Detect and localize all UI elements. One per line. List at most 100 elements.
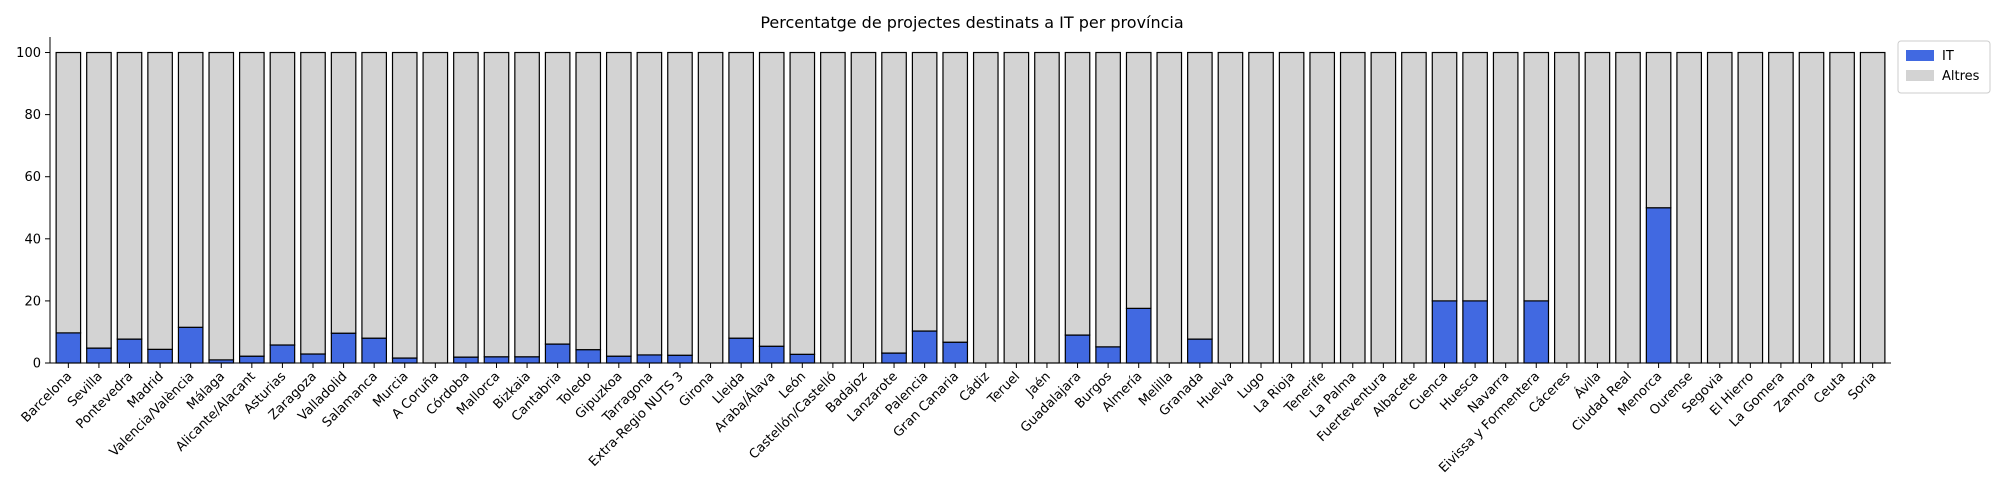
- bar-altres-57: [1798, 51, 1825, 364]
- bar-it-18: [605, 355, 632, 364]
- x-tick-label: Teruel: [984, 369, 1023, 408]
- bar-altres-15: [514, 51, 540, 358]
- bar-altres-21: [697, 51, 724, 364]
- bar-it-1: [86, 347, 112, 364]
- bar-altres-16: [544, 51, 571, 345]
- x-tick-label: Girona: [676, 369, 717, 410]
- bar-altres-45: [1431, 51, 1458, 302]
- chart-title: Percentatge de projectes destinats a IT …: [760, 13, 1183, 32]
- bar-altres-4: [177, 51, 204, 328]
- bar-it-16: [544, 343, 571, 364]
- bar-altres-24: [789, 51, 816, 355]
- bar-altres-35: [1125, 51, 1152, 309]
- bar-altres-48: [1523, 51, 1550, 302]
- bar-it-37: [1187, 338, 1213, 364]
- bar-it-19: [636, 354, 663, 364]
- x-tick-label: Soria: [1845, 369, 1879, 403]
- bar-it-2: [116, 338, 143, 364]
- bar-altres-5: [208, 51, 235, 361]
- bar-altres-6: [239, 51, 265, 357]
- bar-altres-30: [972, 51, 999, 364]
- bar-altres-51: [1615, 51, 1641, 364]
- bar-it-48: [1523, 300, 1550, 364]
- bar-it-46: [1462, 300, 1488, 364]
- bar-altres-36: [1156, 51, 1183, 364]
- bar-altres-1: [86, 51, 112, 349]
- bar-altres-54: [1706, 51, 1733, 364]
- legend-label-altres: Altres: [1942, 69, 1980, 84]
- bar-it-13: [453, 356, 479, 364]
- bar-it-8: [300, 353, 326, 364]
- bar-altres-20: [667, 51, 693, 356]
- bar-altres-2: [116, 51, 143, 340]
- legend-swatch-it: [1906, 50, 1934, 61]
- bar-it-3: [147, 348, 173, 364]
- bar-altres-56: [1768, 51, 1794, 364]
- bar-it-29: [942, 341, 969, 364]
- y-tick-label: 60: [24, 170, 41, 185]
- bar-altres-31: [1003, 51, 1030, 364]
- bar-altres-12: [422, 51, 449, 364]
- bar-it-22: [728, 337, 754, 364]
- bar-it-35: [1125, 307, 1152, 364]
- bar-altres-11: [391, 51, 418, 359]
- bar-it-45: [1431, 300, 1458, 364]
- bar-altres-46: [1462, 51, 1488, 302]
- bar-altres-42: [1339, 51, 1366, 364]
- bar-altres-9: [330, 51, 357, 334]
- bar-altres-7: [269, 51, 296, 346]
- bar-altres-10: [361, 51, 387, 339]
- bar-altres-27: [881, 51, 907, 354]
- bar-altres-19: [636, 51, 663, 356]
- legend-label-it: IT: [1942, 49, 1954, 64]
- bar-altres-49: [1553, 51, 1580, 364]
- bar-altres-13: [453, 51, 479, 358]
- bar-altres-28: [911, 51, 938, 332]
- x-axis: BarcelonaSevillaPontevedraMadridValencia…: [19, 363, 1879, 476]
- y-tick-label: 40: [24, 232, 41, 247]
- bar-altres-3: [147, 51, 173, 350]
- bar-altres-22: [728, 51, 754, 339]
- bar-it-23: [758, 345, 785, 364]
- y-tick-label: 20: [24, 294, 41, 309]
- bar-altres-37: [1187, 51, 1213, 340]
- bar-altres-52: [1645, 51, 1672, 209]
- y-tick-label: 0: [33, 357, 41, 372]
- y-tick-label: 100: [16, 46, 41, 61]
- bar-altres-58: [1829, 51, 1855, 364]
- bar-it-52: [1645, 207, 1672, 364]
- bar-altres-25: [820, 51, 846, 364]
- legend-swatch-altres: [1906, 70, 1934, 81]
- bar-it-34: [1095, 346, 1121, 364]
- bar-it-28: [911, 330, 938, 364]
- bar-it-24: [789, 353, 816, 364]
- bar-it-4: [177, 326, 204, 364]
- bar-it-0: [55, 332, 82, 364]
- bar-altres-50: [1584, 51, 1611, 364]
- bar-it-33: [1064, 334, 1091, 364]
- bar-altres-29: [942, 51, 969, 343]
- y-tick-label: 80: [24, 108, 41, 123]
- bar-altres-18: [605, 51, 632, 357]
- bar-altres-33: [1064, 51, 1091, 336]
- bar-altres-34: [1095, 51, 1121, 348]
- bar-altres-43: [1370, 51, 1397, 364]
- bar-it-20: [667, 354, 693, 364]
- y-axis: 0 20 40 60 80 100: [16, 46, 50, 372]
- bar-altres-53: [1676, 51, 1703, 364]
- bar-it-9: [330, 332, 357, 364]
- bar-altres-26: [850, 51, 877, 364]
- bar-it-15: [514, 356, 540, 364]
- bar-altres-23: [758, 51, 785, 347]
- bar-altres-59: [1859, 51, 1886, 364]
- bar-altres-38: [1217, 51, 1244, 364]
- bar-altres-14: [483, 51, 510, 358]
- bar-altres-47: [1492, 51, 1519, 364]
- bar-altres-32: [1034, 51, 1060, 364]
- legend: IT Altres: [1897, 40, 1991, 94]
- bar-it-6: [239, 355, 265, 364]
- bars-group: [55, 51, 1886, 364]
- bar-altres-41: [1309, 51, 1336, 364]
- bar-it-17: [575, 349, 602, 364]
